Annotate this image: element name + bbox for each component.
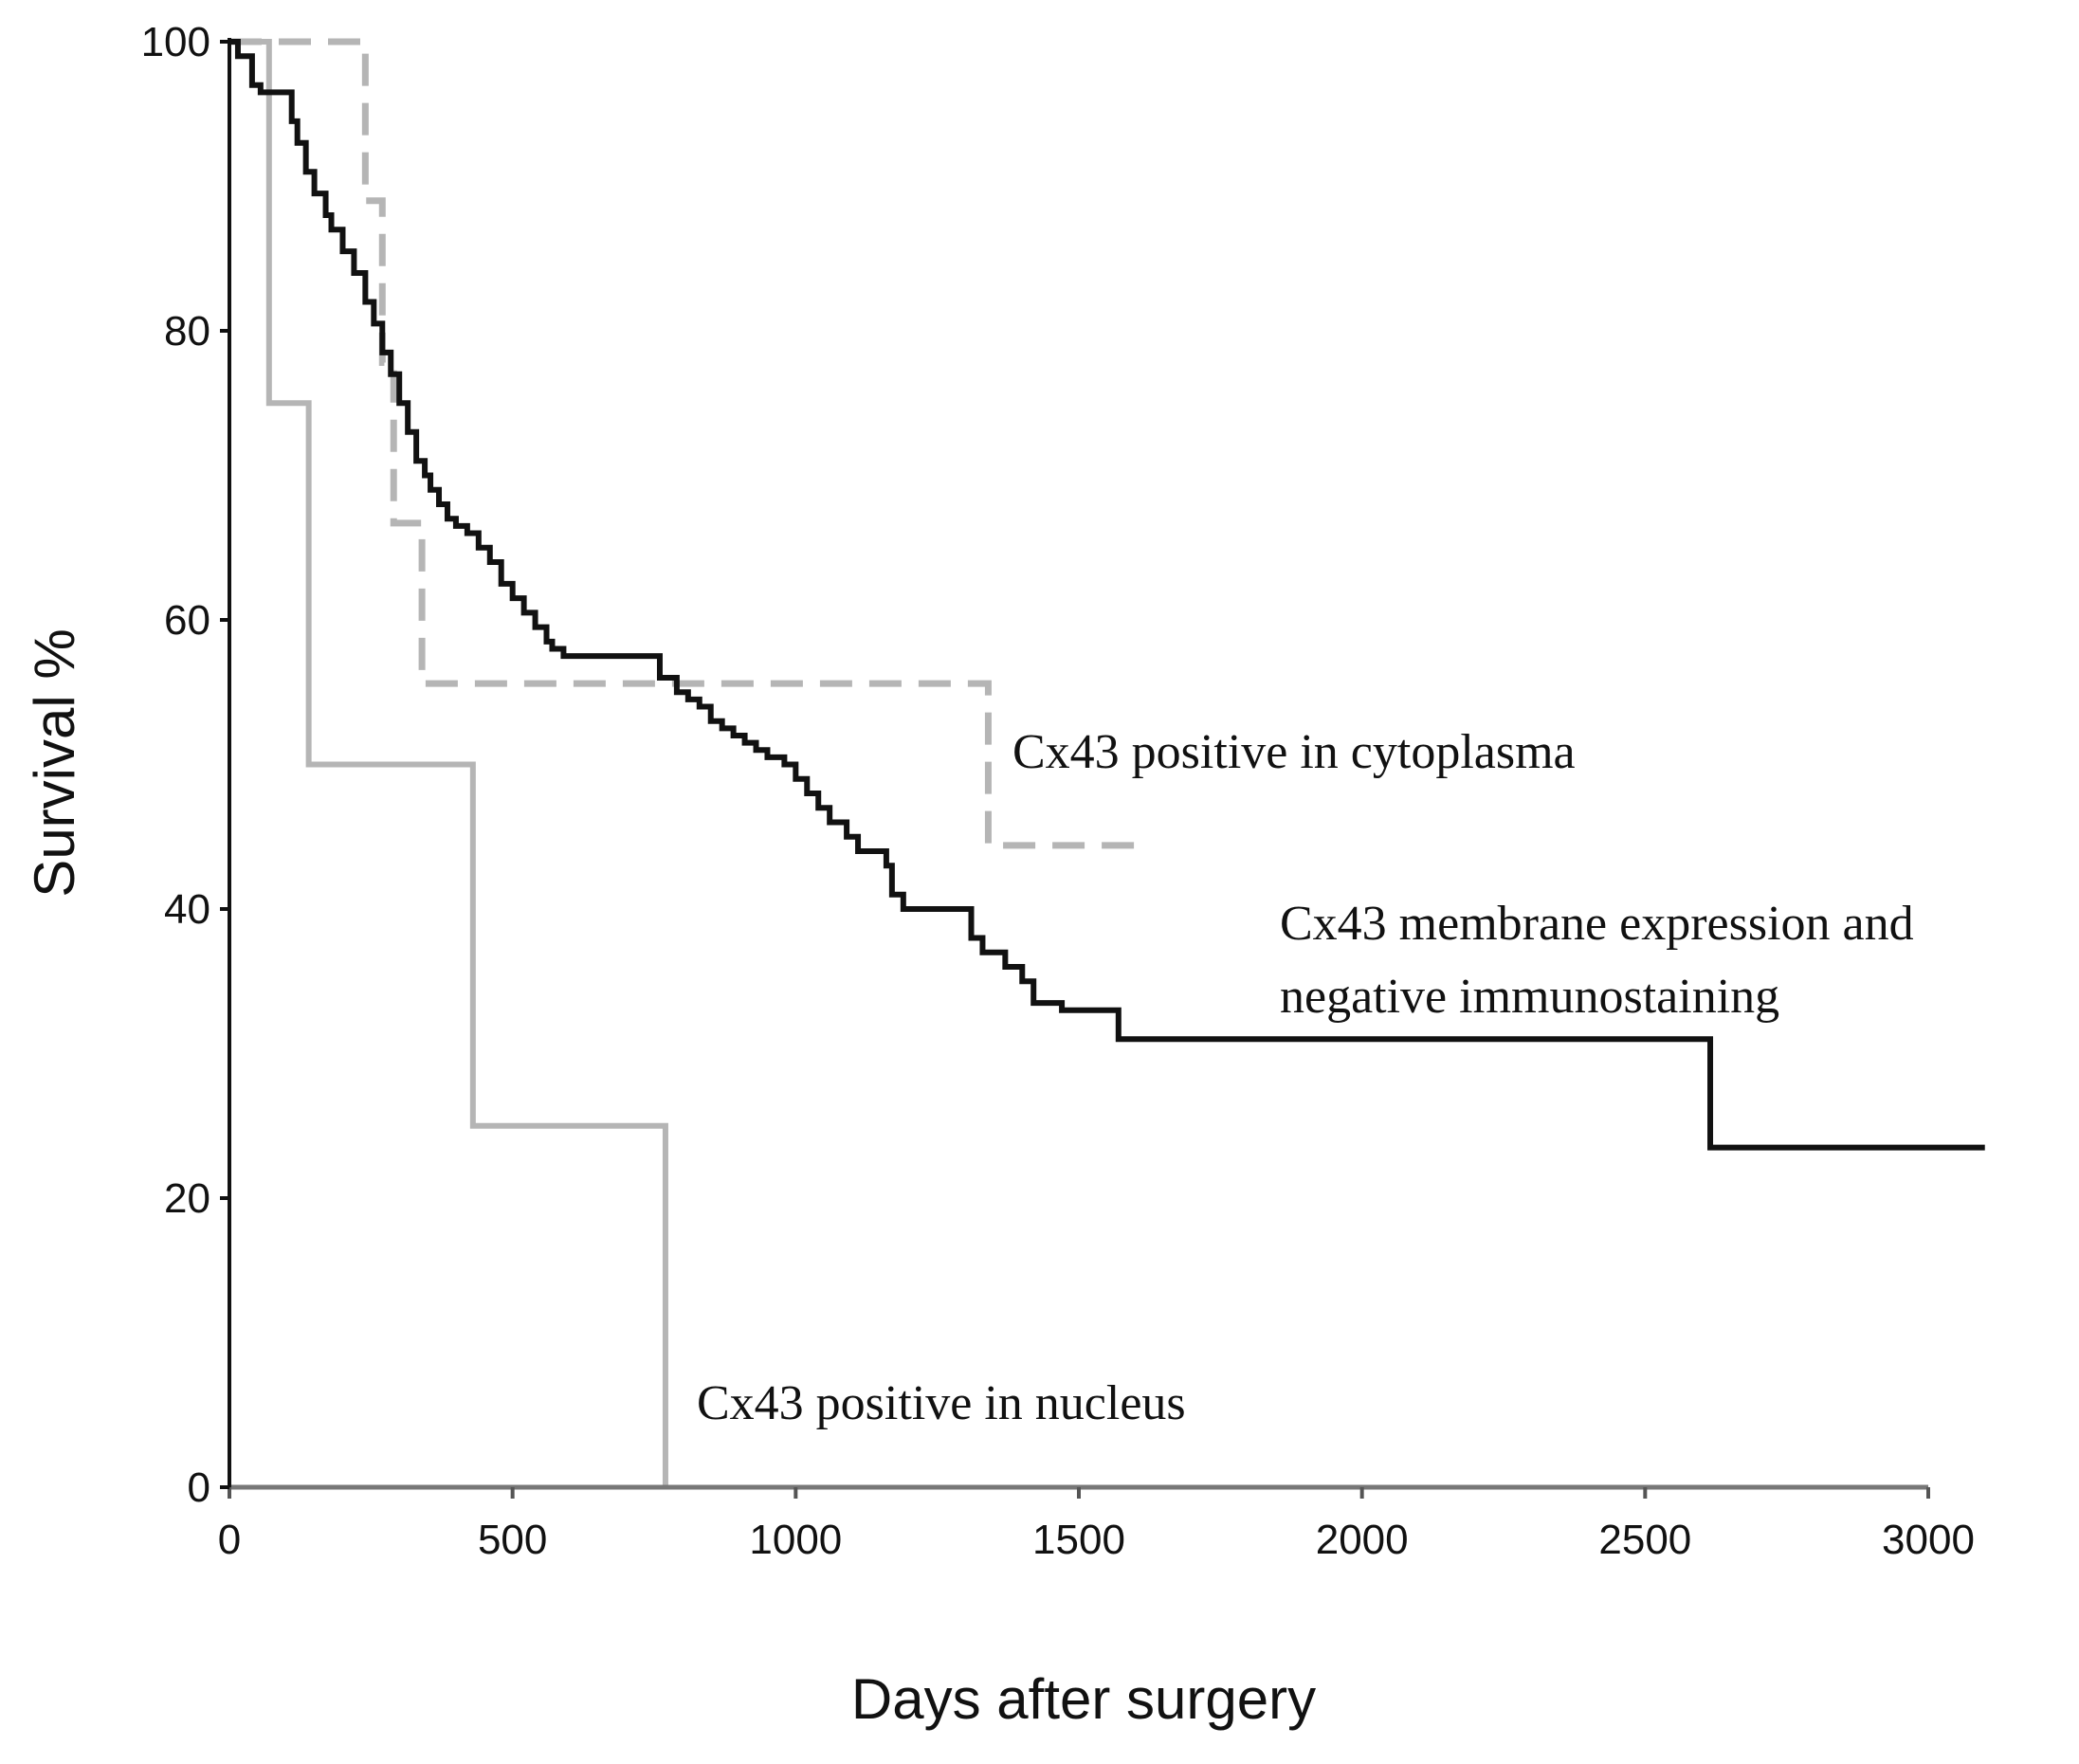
y-tick-label: 100 [141,19,210,65]
x-tick-label: 2000 [1316,1517,1409,1563]
y-ticks: 0 20 40 60 80 100 [141,19,229,1511]
x-axis-title: Days after surgery [851,1667,1316,1731]
label-membrane-line-2: negative immunostaining [1280,970,1779,1024]
y-tick-label: 0 [188,1464,210,1511]
y-axis-title: Survival % [23,628,86,897]
x-tick-label: 500 [478,1517,547,1563]
series-line-cytoplasma [229,38,1147,849]
y-tick-label: 40 [164,886,210,933]
series-line-nucleus [229,39,668,1487]
y-tick-label: 20 [164,1175,210,1222]
label-nucleus-line-1: Cx43 positive in nucleus [697,1376,1186,1430]
label-cytoplasma-line-1: Cx43 positive in cytoplasma [1012,725,1576,779]
label-membrane-line-1: Cx43 membrane expression and [1280,897,1914,951]
x-ticks: 0 500 1000 1500 2000 2500 3000 [218,1487,1975,1563]
x-tick-label: 3000 [1882,1517,1975,1563]
x-tick-label: 1000 [749,1517,842,1563]
series-labels: Cx43 positive in cytoplasma Cx43 membran… [697,725,1914,1430]
x-tick-label: 1500 [1032,1517,1125,1563]
y-tick-label: 60 [164,597,210,644]
y-tick-label: 80 [164,308,210,355]
series-line-membrane [229,39,1985,1151]
x-tick-label: 2500 [1598,1517,1691,1563]
series-layer [229,38,1985,1487]
x-tick-label: 0 [218,1517,241,1563]
